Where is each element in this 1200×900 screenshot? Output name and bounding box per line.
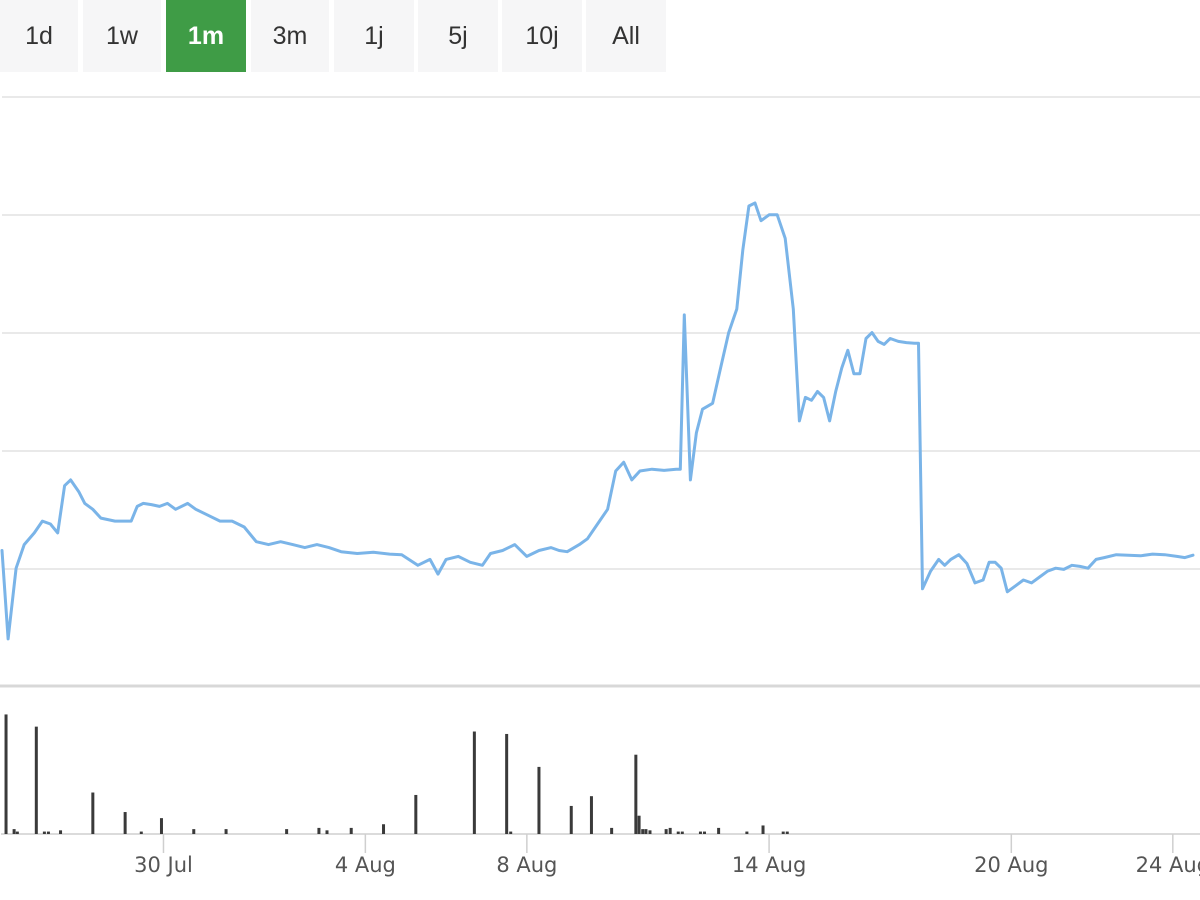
volume-bar: [349, 827, 353, 834]
x-tick-label: 4 Aug: [335, 853, 396, 877]
volume-bar: [664, 829, 668, 834]
volume-bar: [589, 796, 593, 834]
x-axis: 30 Jul 4 Aug 8 Aug 14 Aug 20 Aug 24 Aug: [134, 834, 1200, 877]
volume-bar: [698, 831, 702, 834]
volume-bar: [34, 726, 38, 834]
volume-bar: [569, 805, 573, 834]
range-button-1d[interactable]: 1d: [0, 0, 78, 72]
volume-bar: [668, 827, 672, 834]
volume-bar: [745, 831, 749, 834]
volume-bar: [472, 731, 476, 834]
range-button-10j[interactable]: 10j: [502, 0, 582, 72]
volume-bar: [42, 831, 46, 834]
volume-bar: [785, 831, 789, 834]
price-line: [0, 201, 1195, 641]
volume-bar: [648, 830, 652, 834]
x-tick-label: 8 Aug: [496, 853, 557, 877]
volume-bar: [91, 792, 95, 834]
range-button-3m[interactable]: 3m: [251, 0, 329, 72]
range-button-1m[interactable]: 1m: [166, 0, 246, 72]
volume-bar: [192, 829, 196, 834]
volume-bar: [634, 754, 638, 834]
volume-bar: [15, 831, 19, 834]
volume-bar: [505, 733, 509, 834]
x-tick-label: 20 Aug: [974, 853, 1048, 877]
volume-bar: [59, 830, 63, 834]
volume-bar: [46, 831, 50, 834]
range-button-all[interactable]: All: [586, 0, 666, 72]
volume-bar: [4, 714, 8, 834]
volume-bar: [761, 825, 765, 834]
volume-bar: [610, 827, 614, 834]
volume-bar: [676, 831, 680, 834]
volume-bar: [637, 815, 641, 834]
volume-bar: [317, 827, 321, 834]
volume-bar: [325, 830, 329, 834]
volume-bar: [123, 812, 127, 834]
volume-bar: [717, 827, 721, 834]
volume-bar: [680, 831, 684, 834]
price-series: [0, 201, 1195, 641]
x-tick-label: 24 Aug: [1136, 853, 1200, 877]
x-tick-label: 30 Jul: [134, 853, 193, 877]
volume-bar: [382, 824, 386, 834]
volume-bar: [285, 829, 289, 834]
volume-bar: [537, 766, 541, 834]
volume-bar: [641, 829, 645, 834]
volume-bar: [644, 829, 648, 834]
x-tick-label: 14 Aug: [732, 853, 806, 877]
volume-bar: [702, 831, 706, 834]
volume-bar: [781, 831, 785, 834]
volume-bar: [509, 831, 513, 834]
volume-bar: [12, 829, 16, 834]
range-button-5j[interactable]: 5j: [418, 0, 498, 72]
volume-bars: [4, 714, 789, 834]
volume-bar: [159, 818, 163, 834]
grid-lines: [0, 96, 1200, 835]
volume-bar: [414, 794, 418, 834]
volume-bar: [224, 829, 228, 834]
range-button-1w[interactable]: 1w: [83, 0, 161, 72]
range-button-1j[interactable]: 1j: [334, 0, 414, 72]
volume-bar: [139, 831, 143, 834]
